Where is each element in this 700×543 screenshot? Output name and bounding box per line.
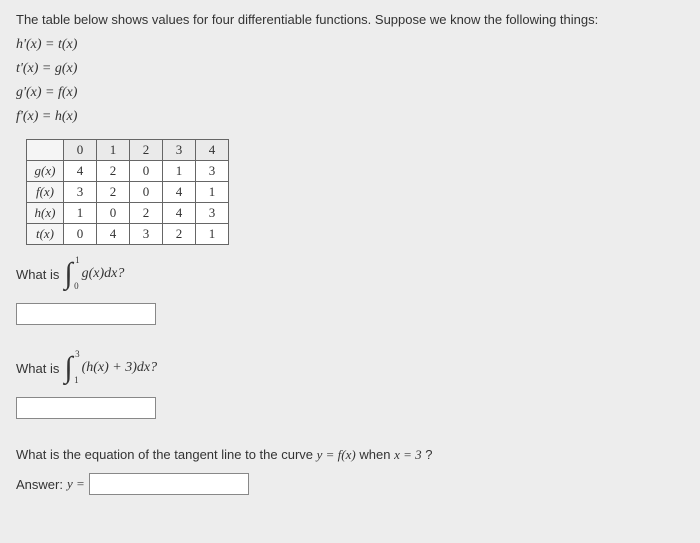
q3-text-mid: when bbox=[359, 447, 394, 462]
equation-2: t'(x) = g(x) bbox=[16, 61, 684, 77]
function-value-table: 0 1 2 3 4 g(x) 4 2 0 1 3 f(x) 3 2 0 4 1 … bbox=[26, 139, 229, 245]
cell: 4 bbox=[163, 203, 196, 224]
question-3: What is the equation of the tangent line… bbox=[16, 447, 684, 463]
integral-icon: ∫ 1 0 bbox=[64, 259, 72, 289]
integrand: g(x)dx? bbox=[82, 266, 125, 282]
answer-3-line: Answer: y = bbox=[16, 473, 684, 495]
question-prefix: What is bbox=[16, 267, 59, 282]
cell: 3 bbox=[130, 224, 163, 245]
cell: 4 bbox=[97, 224, 130, 245]
q3-text-after: ? bbox=[425, 447, 432, 462]
col-header: 0 bbox=[64, 140, 97, 161]
cell: 1 bbox=[196, 182, 229, 203]
integrand: (h(x) + 3)dx? bbox=[82, 360, 158, 376]
col-header: 4 bbox=[196, 140, 229, 161]
cell: 0 bbox=[130, 182, 163, 203]
row-label: g(x) bbox=[27, 161, 64, 182]
col-header: 2 bbox=[130, 140, 163, 161]
cell: 1 bbox=[196, 224, 229, 245]
cell: 2 bbox=[163, 224, 196, 245]
question-prefix: What is bbox=[16, 361, 59, 376]
cell: 1 bbox=[163, 161, 196, 182]
integral-lower: 1 bbox=[74, 376, 79, 385]
q3-math-1: y = f(x) bbox=[317, 447, 356, 462]
equation-3: g'(x) = f(x) bbox=[16, 85, 684, 101]
cell: 0 bbox=[97, 203, 130, 224]
cell: 2 bbox=[130, 203, 163, 224]
question-1: What is ∫ 1 0 g(x)dx? bbox=[16, 259, 684, 289]
intro-text: The table below shows values for four di… bbox=[16, 12, 684, 27]
row-label: h(x) bbox=[27, 203, 64, 224]
cell: 4 bbox=[163, 182, 196, 203]
table-corner bbox=[27, 140, 64, 161]
integral-upper: 1 bbox=[75, 256, 80, 265]
table-row: h(x) 1 0 2 4 3 bbox=[27, 203, 229, 224]
answer-input-1[interactable] bbox=[16, 303, 156, 325]
answer-input-2[interactable] bbox=[16, 397, 156, 419]
cell: 3 bbox=[196, 203, 229, 224]
integral-icon: ∫ 3 1 bbox=[64, 353, 72, 383]
col-header: 1 bbox=[97, 140, 130, 161]
table-row: t(x) 0 4 3 2 1 bbox=[27, 224, 229, 245]
equation-1: h'(x) = t(x) bbox=[16, 37, 684, 53]
cell: 2 bbox=[97, 161, 130, 182]
row-label: t(x) bbox=[27, 224, 64, 245]
cell: 3 bbox=[64, 182, 97, 203]
cell: 0 bbox=[130, 161, 163, 182]
cell: 1 bbox=[64, 203, 97, 224]
table-row: g(x) 4 2 0 1 3 bbox=[27, 161, 229, 182]
answer-prefix: y = bbox=[67, 476, 85, 492]
col-header: 3 bbox=[163, 140, 196, 161]
integral-upper: 3 bbox=[75, 350, 80, 359]
q3-math-2: x = 3 bbox=[394, 447, 422, 462]
q3-text-before: What is the equation of the tangent line… bbox=[16, 447, 317, 462]
cell: 2 bbox=[97, 182, 130, 203]
answer-label: Answer: bbox=[16, 477, 63, 492]
answer-input-3[interactable] bbox=[89, 473, 249, 495]
equation-4: f'(x) = h(x) bbox=[16, 109, 684, 125]
table-row: f(x) 3 2 0 4 1 bbox=[27, 182, 229, 203]
cell: 3 bbox=[196, 161, 229, 182]
row-label: f(x) bbox=[27, 182, 64, 203]
integral-lower: 0 bbox=[74, 282, 79, 291]
cell: 0 bbox=[64, 224, 97, 245]
question-2: What is ∫ 3 1 (h(x) + 3)dx? bbox=[16, 353, 684, 383]
cell: 4 bbox=[64, 161, 97, 182]
